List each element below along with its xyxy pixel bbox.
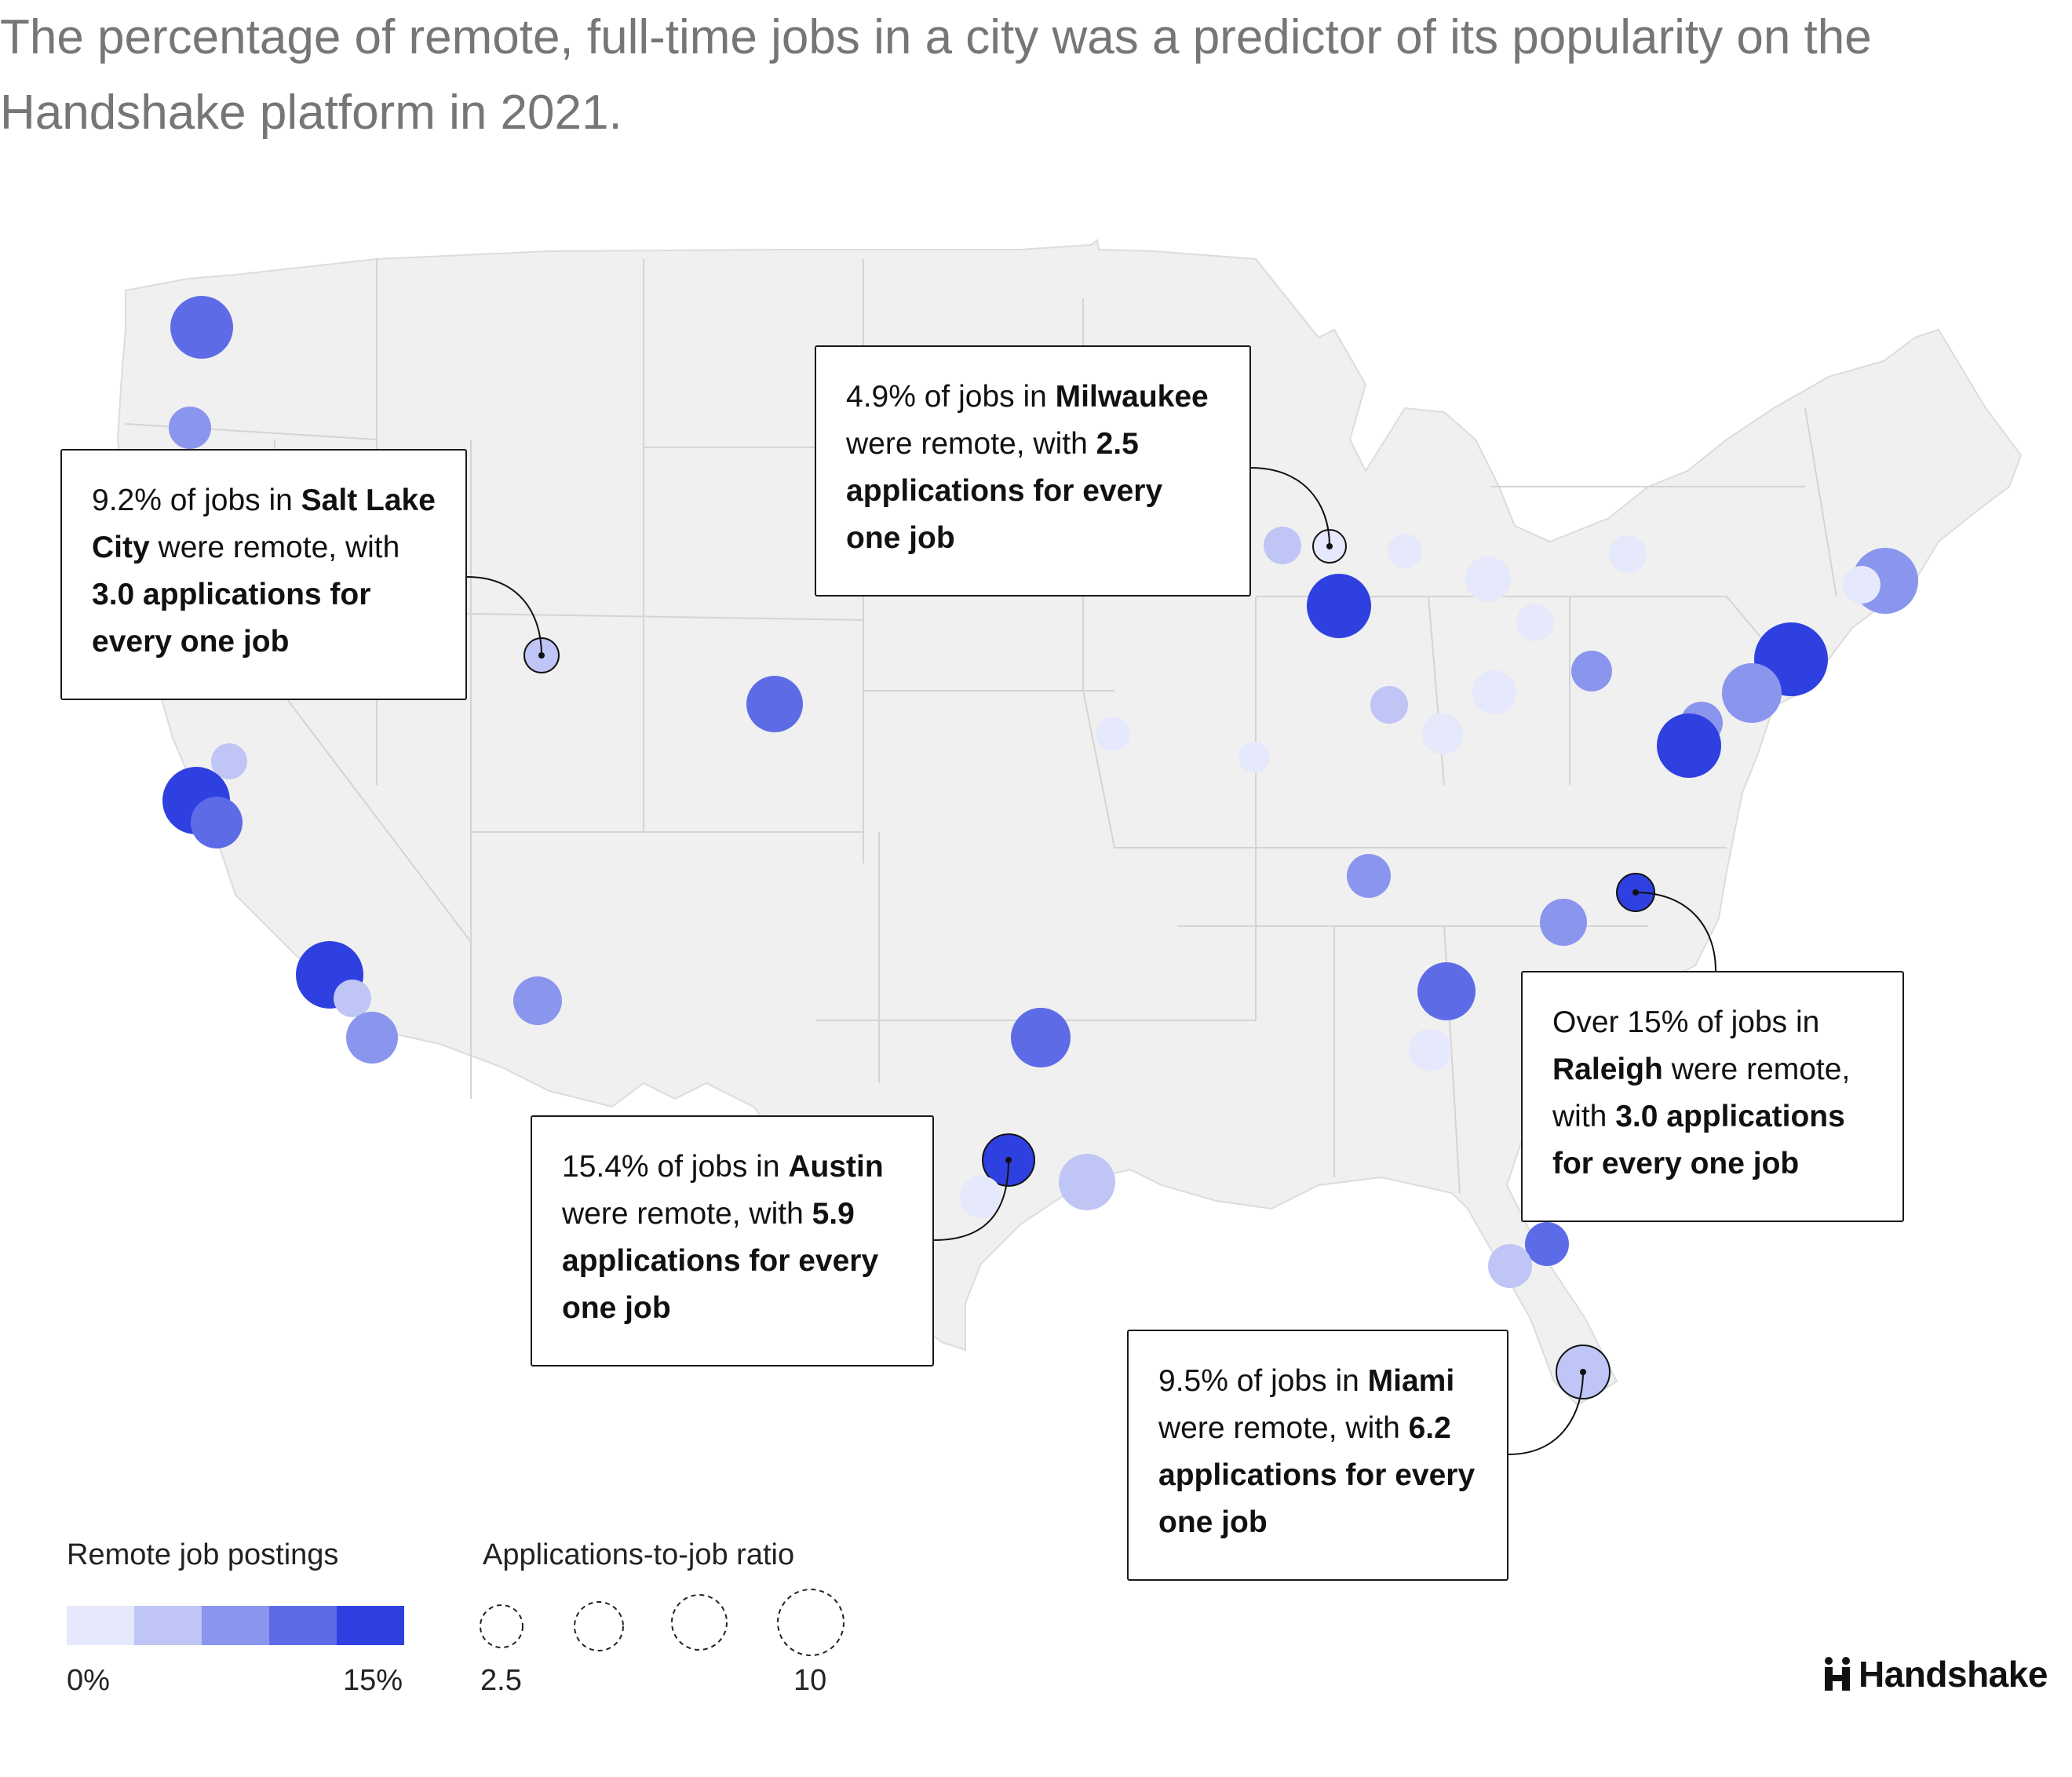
size-legend-ring-3 — [671, 1594, 728, 1651]
callout-text: 9.2% of jobs in — [92, 483, 301, 517]
city-bubble-houston — [1059, 1154, 1115, 1210]
leader-austin — [933, 1159, 1009, 1241]
city-bubble-detroit — [1465, 556, 1511, 602]
callout-text: were remote, with — [1552, 1053, 1851, 1133]
city-bubble-orlando — [1525, 1222, 1569, 1266]
city-bubble-cincinnati — [1422, 713, 1463, 754]
city-bubble-indianapolis — [1370, 686, 1408, 724]
size-legend-circles — [480, 1589, 844, 1656]
size-legend-ring-1 — [480, 1604, 523, 1648]
city-bubbles — [162, 296, 1918, 1399]
color-swatch-5 — [337, 1606, 404, 1645]
callout-ratio: 3.0 applications for every one job — [1552, 1100, 1845, 1180]
color-legend-ramp — [67, 1606, 404, 1645]
city-bubble-charlotte — [1540, 899, 1587, 946]
city-bubble-philadelphia — [1722, 663, 1782, 723]
size-legend-ring-2 — [574, 1601, 624, 1651]
leader-salt-lake-city — [466, 576, 542, 656]
color-swatch-4 — [269, 1606, 337, 1645]
chart-title: The percentage of remote, full-time jobs… — [0, 10, 1872, 140]
color-legend-title: Remote job postings — [67, 1538, 339, 1571]
callout-text: were remote, with — [846, 427, 1096, 461]
city-bubble-grand-rapids — [1388, 534, 1422, 568]
callout-text: 15.4% of jobs in — [562, 1150, 789, 1184]
size-legend-title: Applications-to-job ratio — [483, 1538, 795, 1571]
callout-city: Raleigh — [1552, 1053, 1663, 1086]
leader-miami — [1508, 1371, 1584, 1455]
callout-milwaukee: 4.9% of jobs in Milwaukee were remote, w… — [815, 345, 1251, 597]
city-bubble-pittsburgh — [1571, 651, 1612, 691]
city-bubble-columbus — [1472, 670, 1516, 714]
city-bubble-portland — [169, 407, 211, 449]
leader-raleigh — [1635, 892, 1716, 972]
callout-ratio: 5.9 applications for every one job — [562, 1197, 879, 1325]
city-bubble-san-antonio — [960, 1176, 1002, 1218]
city-bubble-san-jose — [191, 797, 243, 848]
size-legend-ring-4 — [777, 1589, 844, 1656]
callout-ratio: 6.2 applications for every one job — [1158, 1411, 1476, 1539]
callout-ratio: 2.5 applications for every one job — [846, 427, 1163, 555]
city-bubble-tampa — [1488, 1244, 1532, 1288]
city-bubble-washington-dc — [1657, 713, 1721, 778]
callout-text: Over 15% of jobs in — [1552, 1005, 1820, 1039]
size-legend-max: 10 — [793, 1664, 827, 1697]
callout-raleigh: Over 15% of jobs in Raleigh were remote,… — [1521, 971, 1904, 1222]
callout-text: were remote, with — [562, 1197, 812, 1231]
callout-city: Milwaukee — [1055, 380, 1209, 414]
city-bubble-sacramento — [211, 743, 247, 779]
handshake-logo-text: Handshake — [1859, 1654, 2048, 1695]
city-bubble-chicago — [1307, 574, 1371, 638]
city-bubble-phoenix — [513, 976, 562, 1025]
color-swatch-1 — [67, 1606, 134, 1645]
callout-ratio: 3.0 applications for every one job — [92, 578, 371, 659]
color-legend-min: 0% — [67, 1664, 110, 1697]
city-bubble-denver — [746, 676, 803, 732]
color-legend-max: 15% — [343, 1664, 403, 1697]
city-bubble-atlanta — [1417, 962, 1476, 1020]
city-bubble-hartford — [1843, 566, 1880, 604]
city-bubble-nashville — [1347, 854, 1391, 898]
city-bubble-minneapolis — [1264, 527, 1301, 564]
city-bubble-dallas — [1011, 1008, 1071, 1067]
color-swatch-3 — [202, 1606, 269, 1645]
city-bubble-st-louis — [1238, 742, 1270, 773]
city-bubble-buffalo — [1609, 535, 1647, 573]
city-bubble-columbus-ga — [1409, 1029, 1451, 1071]
leader-milwaukee — [1250, 467, 1330, 547]
city-bubble-orange-county — [334, 980, 371, 1017]
callout-city: Austin — [788, 1150, 884, 1184]
callout-leaders — [466, 467, 1716, 1455]
handshake-logo-icon — [1825, 1657, 1850, 1691]
handshake-logo: Handshake — [1822, 1653, 2048, 1695]
callout-text: were remote, with — [149, 531, 400, 564]
city-bubble-kansas-city — [1096, 717, 1130, 751]
callout-austin: 15.4% of jobs in Austin were remote, wit… — [531, 1115, 934, 1367]
callout-salt-lake-city: 9.2% of jobs in Salt Lake City were remo… — [60, 449, 467, 700]
callout-miami: 9.5% of jobs in Miami were remote, with … — [1127, 1330, 1508, 1581]
size-legend-min: 2.5 — [480, 1664, 522, 1697]
callout-text: were remote, with — [1158, 1411, 1409, 1445]
callout-text: 4.9% of jobs in — [846, 380, 1056, 414]
callout-text: 9.5% of jobs in — [1158, 1364, 1368, 1398]
callout-city: Salt Lake City — [92, 483, 436, 564]
city-bubble-seattle — [170, 296, 233, 359]
callout-city: Miami — [1367, 1364, 1455, 1398]
color-swatch-2 — [134, 1606, 202, 1645]
city-bubble-san-diego — [346, 1012, 398, 1064]
city-bubble-toledo — [1516, 604, 1554, 641]
